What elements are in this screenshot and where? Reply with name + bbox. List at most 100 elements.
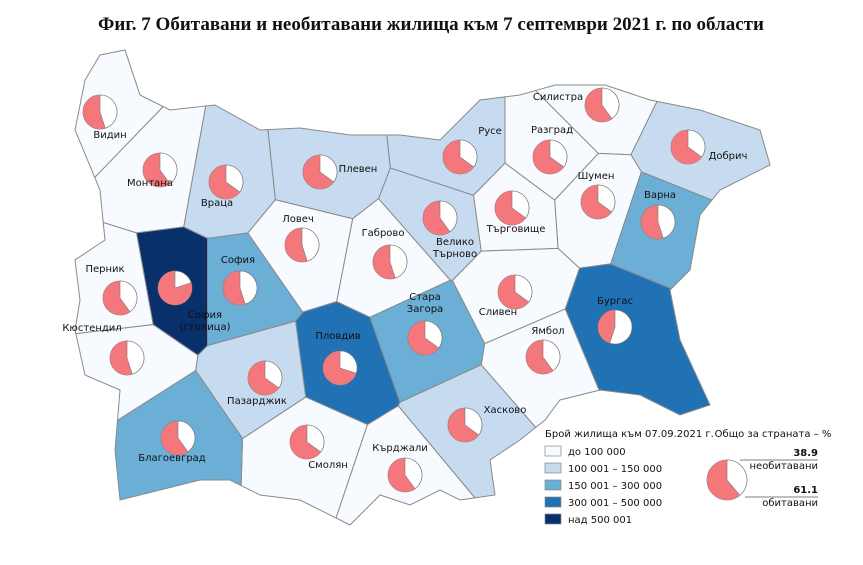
legend-label: 150 001 – 300 000 — [568, 481, 662, 492]
region-label: Търговище — [486, 224, 546, 235]
pie-inhabited — [323, 351, 357, 385]
region-label: Велико Търново — [432, 237, 477, 260]
legend-swatch — [544, 445, 562, 457]
legend-swatch — [544, 479, 562, 491]
pie-uninhabited — [464, 407, 483, 436]
legend-title: Брой жилища към 07.09.2021 г. — [545, 429, 714, 440]
region-label: Добрич — [709, 151, 748, 162]
region-label: Ямбол — [531, 326, 564, 337]
pie-uninhabited — [549, 139, 568, 168]
map-title: Фиг. 7 Обитавани и необитавани жилища къ… — [98, 14, 764, 35]
pie-inhabited — [284, 228, 308, 262]
region-label: Силистра — [533, 92, 583, 103]
pie-uninhabited — [264, 360, 283, 389]
legend-label: над 500 001 — [568, 515, 632, 526]
region-label: Видин — [93, 130, 126, 141]
legend-swatch — [544, 462, 562, 474]
pie-uninhabited — [597, 184, 616, 213]
region-label: Пазарджик — [227, 396, 287, 407]
regions — [74, 49, 771, 526]
region-label: Смолян — [308, 460, 348, 471]
pie-inhabited — [533, 140, 564, 175]
region-label: Хасково — [484, 405, 527, 416]
pie-inhabited — [640, 205, 664, 240]
pie-inhabited — [581, 185, 612, 219]
region-label: Варна — [644, 190, 676, 201]
total-inhabited-label: обитавани — [762, 498, 818, 509]
pie-inhabited — [103, 281, 130, 315]
pie-uninhabited — [609, 309, 633, 345]
legend-swatch — [544, 513, 562, 525]
pie-uninhabited — [126, 340, 145, 375]
pie-inhabited — [526, 340, 553, 375]
pie-uninhabited — [726, 459, 748, 496]
pie-inhabited — [209, 165, 240, 199]
region-label: Сливен — [479, 307, 517, 318]
legend: Брой жилища към 07.09.2021 г. Общо за ст… — [544, 429, 832, 526]
pie-inhabited — [160, 421, 188, 456]
region-label: Ловеч — [282, 214, 314, 225]
region-label: Благоевград — [138, 453, 206, 464]
total-title: Общо за страната – % — [715, 429, 832, 440]
pie-inhabited — [495, 191, 526, 225]
pie-inhabited — [109, 341, 133, 375]
pie-inhabited — [443, 140, 474, 175]
total-inhabited: 61.1 — [793, 485, 818, 496]
pie-inhabited — [598, 310, 615, 344]
pie-inhabited — [671, 130, 702, 164]
region-label: Враца — [201, 198, 233, 209]
legend-label: до 100 000 — [568, 447, 626, 458]
region-label: Кюстендил — [62, 323, 121, 334]
pie-uninhabited — [159, 152, 178, 185]
pie-uninhabited — [174, 270, 192, 289]
labels: Видин Монтана Враца Плевен Ловеч Габрово Велик… — [62, 92, 747, 471]
pie-uninhabited — [687, 129, 706, 158]
pie-uninhabited — [511, 190, 530, 219]
pie-inhabited — [707, 460, 740, 500]
pie-uninhabited — [225, 164, 244, 193]
pie-inhabited — [585, 88, 612, 122]
region-label: София (столица) — [179, 310, 230, 333]
total-uninhabited-label: необитавани — [750, 461, 819, 472]
pie-inhabited — [498, 275, 529, 309]
pie-inhabited — [423, 201, 450, 235]
legend-label: 100 001 – 150 000 — [568, 464, 662, 475]
region-label: Габрово — [362, 228, 405, 239]
region-label: Стара Загора — [407, 292, 443, 315]
legend-swatch — [544, 496, 562, 508]
region-label: Монтана — [127, 178, 173, 189]
pie-inhabited — [408, 321, 439, 355]
pie-inhabited — [248, 361, 279, 395]
region-label: Пловдив — [315, 331, 360, 342]
pie-uninhabited — [319, 154, 338, 183]
pie-uninhabited — [601, 87, 620, 120]
region-label: Разград — [531, 125, 573, 136]
pie-uninhabited — [306, 424, 325, 453]
region-label: Шумен — [578, 171, 615, 182]
region-label: Плевен — [339, 164, 378, 175]
pie-uninhabited — [439, 200, 458, 233]
pie-inhabited — [143, 153, 170, 187]
pie-uninhabited — [239, 270, 258, 305]
pie-inhabited — [290, 425, 321, 459]
pie-uninhabited — [459, 139, 478, 168]
pies — [82, 87, 706, 493]
region-label: София — [221, 255, 255, 266]
region-label: Перник — [85, 264, 124, 275]
pie-uninhabited — [542, 339, 561, 372]
pie-uninhabited — [514, 274, 533, 303]
pie-uninhabited — [119, 280, 138, 313]
pie-inhabited — [303, 155, 334, 189]
pie-uninhabited — [177, 420, 196, 453]
total-uninhabited: 38.9 — [793, 448, 818, 459]
pie-uninhabited — [339, 350, 358, 374]
pie-inhabited — [448, 408, 479, 442]
legend-label: 300 001 – 500 000 — [568, 498, 662, 509]
pie-inhabited — [82, 95, 106, 129]
pie-uninhabited — [657, 204, 676, 239]
region-label: Бургас — [597, 296, 633, 307]
pie-uninhabited — [301, 227, 320, 262]
region-label: Кърджали — [372, 443, 427, 454]
pie-inhabited — [387, 458, 415, 492]
